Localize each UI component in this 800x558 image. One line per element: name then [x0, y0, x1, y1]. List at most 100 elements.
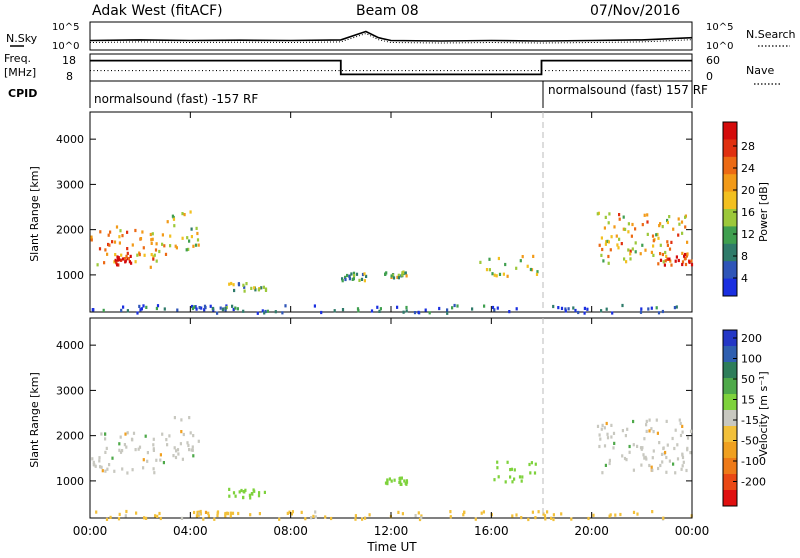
heatmap-cell: [604, 215, 607, 219]
heatmap-cell: [666, 240, 669, 244]
heatmap-cell: [142, 304, 145, 308]
heatmap-cell: [379, 307, 382, 311]
power-heatmap: [90, 210, 694, 315]
heatmap-cell: [680, 467, 683, 471]
heatmap-cell: [521, 255, 524, 259]
heatmap-cell: [376, 305, 379, 309]
heatmap-cell: [689, 451, 692, 455]
heatmap-cell: [124, 432, 127, 436]
heatmap-cell: [610, 435, 613, 439]
nsearch-tick-bottom: 10^0: [706, 41, 733, 52]
heatmap-cell: [274, 310, 277, 314]
heatmap-cell: [99, 465, 102, 469]
heatmap-cell: [399, 477, 402, 481]
heatmap-cell: [552, 513, 555, 517]
heatmap-cell: [183, 213, 186, 217]
heatmap-cell: [115, 261, 118, 265]
heatmap-cell: [126, 247, 129, 251]
heatmap-cell: [131, 468, 134, 472]
heatmap-cell: [623, 257, 626, 261]
heatmap-cell: [350, 272, 353, 276]
heatmap-cell: [646, 220, 649, 224]
heatmap-cell: [400, 482, 403, 486]
heatmap-cell: [513, 468, 516, 472]
heatmap-cell: [620, 242, 623, 246]
heatmap-cell: [242, 490, 245, 494]
heatmap-cell: [114, 253, 117, 257]
heatmap-cell: [619, 512, 622, 517]
heatmap-cell: [134, 228, 137, 233]
heatmap-cell: [166, 220, 169, 224]
heatmap-cell: [288, 510, 291, 514]
heatmap-cell: [605, 421, 608, 426]
heatmap-cell: [384, 481, 388, 485]
heatmap-cell: [258, 512, 261, 516]
heatmap-cell: [368, 513, 371, 517]
heatmap-cell: [519, 259, 522, 263]
heatmap-cell: [266, 309, 269, 313]
heatmap-cell: [344, 275, 347, 279]
heatmap-cell: [629, 249, 632, 253]
heatmap-cell: [630, 234, 633, 238]
heatmap-cell: [363, 272, 366, 276]
heatmap-cell: [91, 457, 94, 461]
heatmap-cell: [229, 511, 232, 515]
heatmap-cell: [152, 467, 155, 471]
heatmap-cell: [665, 419, 668, 423]
heatmap-cell: [606, 239, 609, 243]
y-tick-label: 1000: [56, 269, 84, 282]
heatmap-cell: [463, 510, 466, 514]
heatmap-cell: [391, 273, 394, 277]
heatmap-cell: [608, 212, 611, 216]
heatmap-cell: [665, 455, 668, 460]
freq-series-line: [90, 59, 692, 76]
heatmap-cell: [109, 230, 112, 234]
heatmap-cell: [650, 306, 653, 310]
heatmap-cell: [669, 259, 672, 263]
heatmap-cell: [172, 215, 175, 220]
heatmap-cell: [186, 236, 189, 240]
heatmap-cell: [662, 446, 665, 451]
heatmap-cell: [632, 510, 636, 514]
heatmap-cell: [577, 310, 580, 315]
heatmap-cell: [674, 471, 677, 475]
heatmap-cell: [404, 271, 407, 275]
x-tick-label: 04:00: [173, 524, 208, 538]
heatmap-cell: [152, 448, 155, 452]
heatmap-cell: [650, 250, 653, 254]
heatmap-cell: [661, 252, 664, 257]
heatmap-cell: [361, 517, 364, 521]
heatmap-cell: [403, 479, 406, 483]
heatmap-cell: [231, 511, 235, 515]
heatmap-cell: [188, 416, 191, 420]
heatmap-cell: [163, 307, 166, 311]
heatmap-cell: [105, 446, 108, 450]
heatmap-cell: [154, 248, 158, 252]
heatmap-cell: [113, 240, 117, 244]
heatmap-cell: [664, 250, 667, 255]
heatmap-cell: [671, 436, 674, 441]
heatmap-cell: [134, 260, 137, 264]
heatmap-cell: [90, 238, 93, 242]
heatmap-cell: [655, 233, 658, 237]
x-tick-label: 20:00: [574, 524, 609, 538]
x-axis-label: Time UT: [366, 540, 417, 554]
colorbar-swatch: [723, 378, 737, 395]
heatmap-cell: [151, 237, 154, 241]
velocity-frame: [89, 317, 693, 519]
heatmap-cell: [242, 309, 245, 313]
heatmap-cell: [405, 480, 409, 484]
heatmap-cell: [681, 424, 684, 428]
nsearch-label: N.Search: [746, 28, 796, 41]
cpid-label: CPID: [8, 87, 37, 100]
heatmap-cell: [686, 448, 689, 452]
heatmap-cell: [506, 274, 509, 278]
heatmap-cell: [242, 283, 245, 287]
heatmap-cell: [533, 471, 537, 475]
heatmap-cell: [177, 452, 180, 456]
heatmap-cell: [388, 477, 391, 481]
heatmap-cell: [449, 515, 452, 519]
heatmap-cell: [168, 434, 171, 438]
heatmap-cell: [108, 463, 111, 467]
heatmap-cell: [515, 513, 518, 517]
